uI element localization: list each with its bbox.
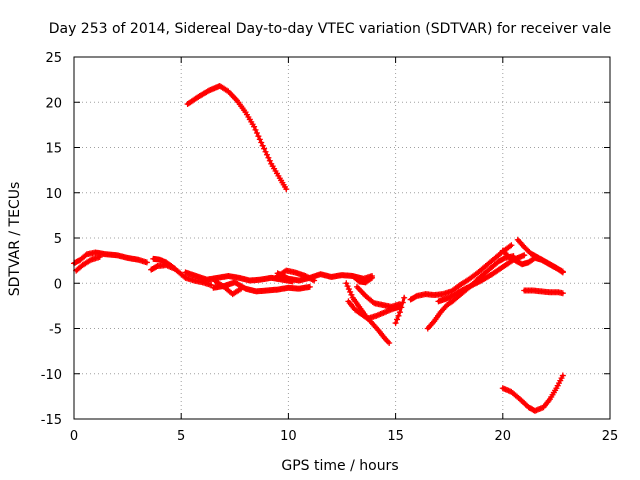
data-point-markers bbox=[272, 267, 318, 284]
y-tick-label: 0 bbox=[54, 277, 62, 292]
y-tick-label: -10 bbox=[41, 368, 62, 383]
series-s14 bbox=[349, 273, 376, 286]
data-point-markers bbox=[521, 287, 566, 297]
data-point-markers bbox=[148, 262, 178, 273]
y-tick-label: 10 bbox=[45, 187, 62, 202]
series-s5 bbox=[184, 82, 290, 193]
data-point-markers bbox=[407, 242, 515, 303]
series-s12 bbox=[345, 298, 403, 322]
data-point-markers bbox=[354, 283, 403, 310]
data-point-markers bbox=[349, 273, 376, 286]
series-s22 bbox=[499, 372, 566, 414]
grid-lines bbox=[74, 57, 610, 419]
series-s21 bbox=[521, 287, 566, 297]
series-s10 bbox=[272, 267, 318, 284]
axis-ticks: 0 5 10 15 20 25 -15 -10 -5 0 5 10 15 20 25 bbox=[41, 51, 619, 444]
y-tick-label: -15 bbox=[41, 413, 62, 428]
series-s13 bbox=[354, 283, 403, 310]
data-point-markers bbox=[499, 372, 566, 414]
series-s15 bbox=[392, 294, 408, 327]
series-s8 bbox=[212, 278, 245, 298]
data-point-markers bbox=[212, 278, 245, 298]
y-axis-label: SDTVAR / TECUs bbox=[7, 182, 23, 297]
x-tick-label: 25 bbox=[602, 429, 619, 444]
y-tick-label: -5 bbox=[49, 323, 62, 338]
data-layer bbox=[71, 82, 566, 414]
x-tick-label: 5 bbox=[177, 429, 185, 444]
data-point-markers bbox=[184, 82, 290, 193]
series-s2 bbox=[73, 254, 103, 274]
data-point-markers bbox=[514, 236, 566, 276]
x-tick-label: 20 bbox=[495, 429, 512, 444]
y-tick-label: 20 bbox=[45, 96, 62, 111]
series-s20 bbox=[514, 236, 566, 276]
y-tick-label: 15 bbox=[45, 142, 62, 157]
x-tick-label: 15 bbox=[387, 429, 404, 444]
chart-title: Day 253 of 2014, Sidereal Day-to-day VTE… bbox=[49, 21, 612, 37]
data-point-markers bbox=[392, 294, 408, 327]
x-tick-label: 0 bbox=[70, 429, 78, 444]
data-point-markers bbox=[182, 269, 296, 285]
y-tick-label: 5 bbox=[54, 232, 62, 247]
series-s16 bbox=[407, 242, 515, 303]
x-tick-label: 10 bbox=[280, 429, 297, 444]
x-axis-label: GPS time / hours bbox=[281, 458, 398, 474]
data-point-markers bbox=[73, 254, 103, 274]
series-s4 bbox=[148, 262, 178, 273]
y-tick-label: 25 bbox=[45, 51, 62, 66]
